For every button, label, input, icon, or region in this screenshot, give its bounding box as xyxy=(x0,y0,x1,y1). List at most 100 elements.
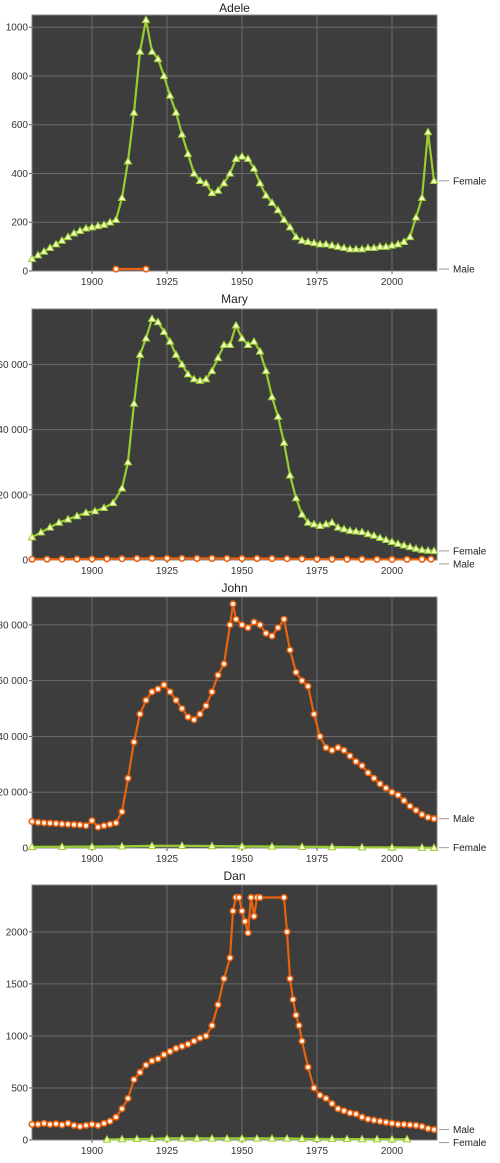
data-point xyxy=(147,314,157,322)
y-tick-label: 1000 xyxy=(6,23,29,34)
data-point xyxy=(57,842,67,850)
plot-area xyxy=(32,15,437,271)
data-point xyxy=(220,660,228,668)
chart-panel-mary: Mary 1900 1925 1950 1975 2000 0 20 000 40 000 60 … xyxy=(0,292,487,577)
data-point xyxy=(286,646,294,654)
data-point xyxy=(255,346,265,355)
data-point xyxy=(279,438,289,446)
data-point xyxy=(334,743,342,752)
data-point xyxy=(226,954,234,962)
data-point xyxy=(202,1032,210,1040)
data-point xyxy=(267,392,277,401)
data-point xyxy=(339,243,349,252)
data-point xyxy=(381,535,391,543)
data-point xyxy=(304,1063,312,1071)
data-point xyxy=(214,1001,222,1009)
data-point xyxy=(46,1120,54,1128)
data-point xyxy=(100,1119,108,1127)
y-tick-label: 200 xyxy=(11,218,28,229)
data-point xyxy=(382,784,390,792)
data-point xyxy=(81,508,91,516)
data-point xyxy=(369,530,379,539)
data-point xyxy=(351,526,361,535)
data-point xyxy=(289,995,297,1004)
data-point xyxy=(274,624,282,632)
data-point xyxy=(225,168,235,177)
data-point xyxy=(214,671,222,679)
data-point xyxy=(298,555,306,563)
x-tick-label: 1975 xyxy=(306,277,329,288)
data-point xyxy=(316,732,324,741)
data-point xyxy=(363,529,373,538)
data-point xyxy=(135,350,145,358)
data-point xyxy=(165,336,175,345)
data-point xyxy=(124,774,132,782)
data-point xyxy=(123,156,133,165)
y-tick-label: 600 xyxy=(11,120,28,131)
data-point xyxy=(297,1134,307,1142)
data-point xyxy=(58,1121,66,1129)
series-label: Female xyxy=(453,1138,487,1149)
plot-frame xyxy=(31,596,438,849)
data-point xyxy=(313,555,321,563)
data-point xyxy=(268,555,276,563)
data-point xyxy=(129,107,139,116)
data-point xyxy=(58,555,66,563)
data-point xyxy=(387,240,397,249)
data-point xyxy=(393,239,403,248)
data-point xyxy=(177,129,187,138)
data-point xyxy=(370,774,378,782)
data-point xyxy=(34,818,42,826)
data-point xyxy=(154,685,162,693)
data-point xyxy=(244,624,252,632)
x-tick-label: 1925 xyxy=(156,277,179,288)
series-male xyxy=(112,265,150,273)
data-point xyxy=(343,555,351,563)
data-point xyxy=(346,752,354,760)
data-point xyxy=(147,841,157,850)
data-point xyxy=(93,221,103,230)
data-point xyxy=(162,1133,172,1142)
data-point xyxy=(190,1037,198,1045)
data-point xyxy=(178,554,186,562)
x-tick-label: 1900 xyxy=(81,854,104,865)
data-point xyxy=(231,320,241,329)
data-point xyxy=(196,1034,204,1042)
data-point xyxy=(295,1021,303,1030)
data-point xyxy=(315,239,325,248)
data-point xyxy=(108,498,118,507)
data-point xyxy=(243,154,253,163)
data-point xyxy=(112,1113,120,1121)
x-tick-label: 1925 xyxy=(156,1146,179,1157)
data-point xyxy=(52,1120,60,1128)
data-point xyxy=(285,222,295,231)
data-point xyxy=(81,223,91,232)
data-point xyxy=(351,244,361,253)
data-point xyxy=(376,780,384,788)
data-point xyxy=(292,1011,300,1019)
plot-area xyxy=(32,309,437,560)
data-point xyxy=(136,710,144,718)
data-point xyxy=(357,842,367,851)
data-point xyxy=(297,509,307,518)
data-point xyxy=(28,817,36,826)
data-point xyxy=(27,532,37,541)
series-label: Male xyxy=(453,559,475,570)
data-point xyxy=(417,842,427,851)
data-point xyxy=(82,822,90,830)
series-label: Male xyxy=(453,814,475,825)
y-tick-label: 0 xyxy=(22,1136,28,1147)
series-male xyxy=(28,600,438,831)
data-point xyxy=(418,1122,426,1131)
data-point xyxy=(39,246,49,255)
data-point xyxy=(142,696,150,704)
data-point xyxy=(99,220,109,228)
data-point xyxy=(424,813,432,821)
x-tick-label: 2000 xyxy=(381,854,404,865)
data-point xyxy=(28,1120,36,1128)
data-point xyxy=(51,239,61,248)
data-point xyxy=(36,527,46,536)
data-point xyxy=(177,359,187,368)
data-point xyxy=(195,176,205,184)
data-point xyxy=(253,554,261,563)
